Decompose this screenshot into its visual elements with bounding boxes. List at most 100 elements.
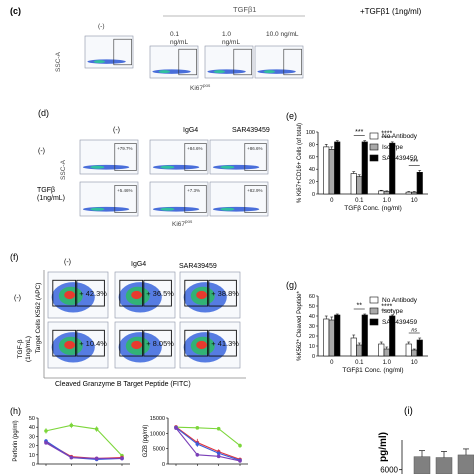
panel-c-label: (c) [10, 6, 21, 16]
chartE-bar-1-3 [411, 191, 418, 195]
flow-f-plot-0-gate [76, 279, 105, 307]
flow-c-plot-3-population [257, 69, 296, 74]
flow-d-plot-2-population [212, 164, 260, 170]
panel-f-label: (f) [10, 252, 19, 262]
flow-c-plot-2 [204, 45, 254, 79]
panel-i-label: (i) [404, 406, 413, 417]
panel-c-sublabel-2: 1.0 ng/mL [222, 31, 240, 46]
panel-i-ytick-label: 6000 [380, 466, 398, 474]
flow-d-plot-5-percent: +82.9% [247, 188, 262, 193]
chartH2-ytick-label-1: 5000 [153, 447, 165, 453]
flow-f-plot-1-gate [143, 279, 172, 307]
chartH1-series-0-point-0 [44, 429, 48, 433]
chartE-legend-label-1: Isotype [382, 144, 403, 151]
flow-d-plot-4-population-core [160, 207, 175, 211]
flow-d-plot-0-percent: +79.7% [117, 146, 132, 151]
flow-f-plot-2-percent: + 38.8% [211, 289, 239, 298]
chartG-sig-3: ns [411, 328, 417, 334]
chartE-legend-swatch-1 [369, 143, 379, 151]
flow-c-plot-0-population-core [93, 60, 106, 64]
panel-d-flow-plots: +79.7% +84.6% +86.6% +5.46% +7.3% +82.9% [79, 139, 269, 217]
chartH2-ytick-label-2: 10000 [150, 431, 165, 437]
flow-f-plot-3-gate [76, 329, 105, 357]
chartG-legend-label-2: SAR439459 [382, 319, 417, 326]
chartH2-ylabel: GZB (pg/ml) [143, 425, 149, 458]
flow-c-plot-1-population [152, 69, 191, 74]
flow-f-plot-1-density-core [131, 290, 143, 300]
chartH2-series-2-point-2 [216, 451, 221, 456]
chartH1-series-3-point-1 [69, 455, 74, 460]
flow-f-plot-3-density-core [64, 340, 75, 350]
chartH1-ytick-label-0: 0 [32, 462, 35, 468]
panel-f-flow-plots: + 42.3% + 36.5% + 38.8% + 10.4% + 8.05% + 41.… [43, 270, 246, 379]
chartG-ytick-label-0: 0 [312, 354, 315, 360]
flow-f-plot-4-gate-left [119, 329, 144, 357]
chartG-bar-2-3 [416, 339, 423, 357]
chartE-bar-2-1 [361, 141, 368, 195]
flow-f-plot-5: + 41.3% [179, 321, 241, 369]
chartE-legend-swatch-0 [369, 132, 379, 140]
panel-f-x-axis: Cleaved Granzyme B Target Peptide (FITC) [55, 381, 191, 388]
flow-c-plot-3-gate [283, 48, 302, 76]
flow-f-plot-4-gate [143, 329, 172, 357]
chartG-legend-label-1: Isotype [382, 308, 403, 315]
panel-i-bar-chart: (i) pg/ml) 6000 [378, 406, 474, 474]
panel-f-col-0: (-) [64, 259, 71, 266]
panel-c-sublabel-1: 0.1 ng/mL [170, 31, 188, 46]
chartG-bar-1-0 [328, 319, 335, 357]
flow-d-plot-1-population-core [160, 165, 175, 169]
flow-c-plot-1-gate [178, 48, 197, 76]
panel-c-sublabel-0: (-) [98, 23, 105, 30]
flow-f-plot-3-percent: + 10.4% [79, 339, 107, 348]
chartG-ytick-label-1: 10 [309, 344, 315, 350]
chartE-bar-1-0 [328, 149, 335, 195]
flow-f-plot-1-gate-left [119, 279, 144, 307]
panel-d-col-1: IgG4 [183, 127, 198, 134]
chartE-sig-3: *** [410, 159, 418, 166]
panel-e-label: (e) [286, 111, 297, 121]
chartE-bar-2-0 [334, 141, 341, 195]
chartE-ytick-label-3: 60 [309, 155, 315, 161]
chartE-sig-2: **** [381, 130, 392, 137]
chartG-category-2: 1.0 [383, 360, 392, 366]
flow-d-plot-3-population [82, 206, 130, 212]
chartG-xlabel: TGFβ1 Conc. (ng/ml) [342, 367, 403, 374]
chartG-bar-0-0 [323, 318, 330, 357]
chartE-ytick-label-0: 0 [312, 192, 315, 198]
chartG-category-3: 10 [411, 360, 418, 366]
chartG-bar-2-1 [361, 314, 368, 357]
flow-d-plot-0: +79.7% [79, 139, 139, 175]
flow-d-plot-2: +86.6% [209, 139, 269, 175]
panel-f-col-2: SAR439459 [179, 263, 217, 270]
chartH2-ytick-label-0: 0 [162, 462, 165, 468]
chartG-bar-2-0 [334, 314, 341, 357]
chartE-xlabel: TGFβ Conc. (ng/ml) [344, 205, 402, 212]
flow-d-plot-2-population-core [220, 165, 235, 169]
panel-f-row-1: TGF-β(1ng/mL) [17, 336, 32, 362]
chartE-sig-1: *** [355, 129, 363, 136]
chartH1-ylabel: Perforin (pg/ml) [13, 420, 19, 461]
flow-d-plot-0-population-core [90, 165, 105, 169]
flow-f-plot-4-percent: + 8.05% [146, 339, 174, 348]
flow-f-plot-0-percent: + 42.3% [79, 289, 107, 298]
chartG-legend-swatch-1 [369, 307, 379, 315]
flow-d-plot-5-population [212, 206, 260, 212]
panel-d-col-0: (-) [113, 127, 120, 134]
flow-c-plot-2-population-core [213, 70, 226, 74]
flow-d-plot-5-gate [244, 185, 267, 213]
flow-d-plot-1-percent: +84.6% [187, 146, 202, 151]
chartG-ytick-label-4: 40 [309, 314, 315, 320]
chartH2-series-0-point-1 [195, 426, 200, 430]
panel-d-row-0: (-) [38, 148, 45, 155]
chartG-ytick-label-5: 50 [309, 304, 315, 310]
panel-c-side-title: +TGFβ1 (1ng/ml) [360, 7, 422, 16]
chartE-ylabel: % Ki67+CD16+ Cells (of total) [297, 123, 303, 203]
flow-d-plot-5: +82.9% [209, 181, 269, 217]
flow-f-plot-5-density-core [196, 340, 208, 350]
flow-d-plot-2-percent: +86.6% [247, 146, 262, 151]
chartH2-series-3-point-3 [238, 459, 242, 463]
flow-f-plot-0: + 42.3% [47, 271, 109, 319]
flow-f-plot-1: + 36.5% [114, 271, 176, 319]
flow-f-plot-3-gate-left [52, 329, 77, 357]
panel-d-label: (d) [38, 108, 49, 118]
